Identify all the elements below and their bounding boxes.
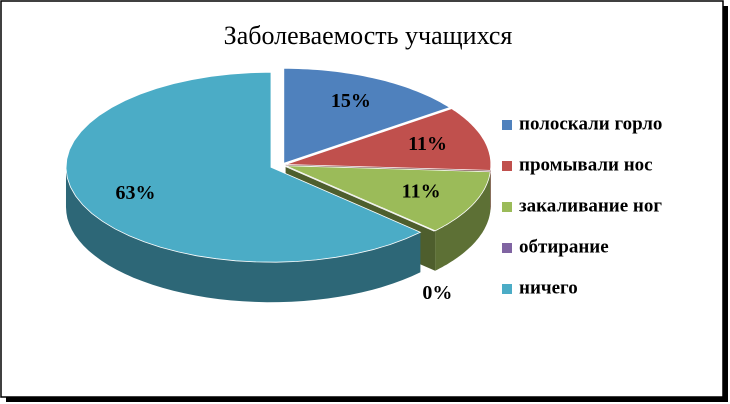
slice <box>284 165 435 232</box>
slice-side <box>435 171 491 271</box>
data-label: 11% <box>408 133 447 155</box>
slice <box>285 165 491 232</box>
chart-title: Заболеваемость учащихся <box>224 21 513 50</box>
legend-label: обтирание <box>519 236 609 257</box>
slice <box>65 71 422 263</box>
slice <box>285 108 492 171</box>
legend-label: закаливание ног <box>519 195 662 216</box>
legend-swatch <box>502 202 512 212</box>
slice <box>283 67 451 164</box>
slice-side <box>65 167 421 303</box>
legend-swatch <box>502 243 512 253</box>
legend-swatch <box>502 284 512 294</box>
data-label: 15% <box>331 90 371 112</box>
data-label: 63% <box>116 182 156 204</box>
data-label: 11% <box>402 180 441 202</box>
legend-swatch <box>502 120 512 130</box>
legend-label: полоскали горло <box>519 113 662 134</box>
data-label: 0% <box>422 282 452 304</box>
legend-swatch <box>502 161 512 171</box>
legend-label: ничего <box>519 277 578 298</box>
legend-label: промывали нос <box>519 154 653 175</box>
